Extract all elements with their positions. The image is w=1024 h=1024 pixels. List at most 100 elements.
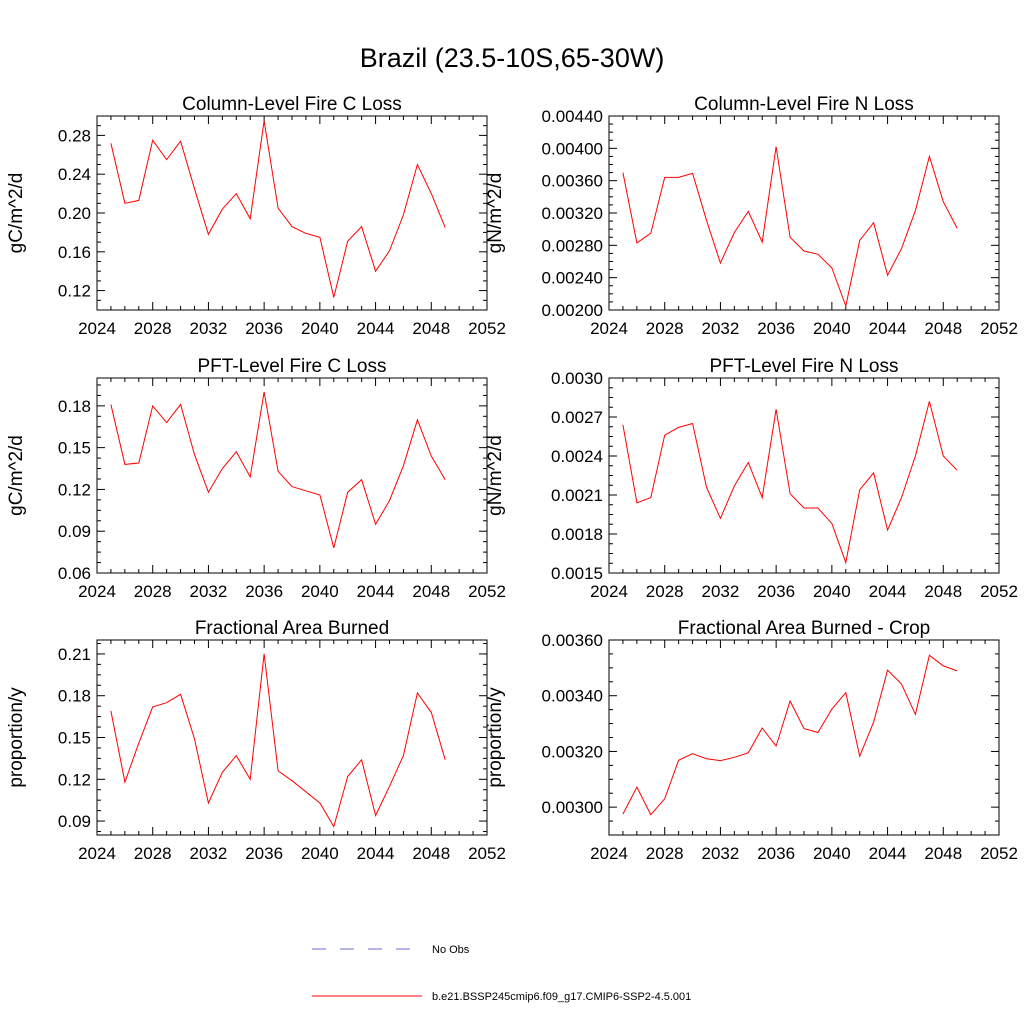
chart-panel-2: Column-Level Fire N Loss 2024 2028 2032 2036… [485, 94, 1018, 338]
legend-label-model-run: b.e21.BSSP245cmip6.f09_g17.CMIP6-SSP2-4.… [432, 991, 691, 1003]
chart-panel-4: PFT-Level Fire N Loss 2024 2028 2032 2036 204… [485, 356, 1018, 601]
x-tick-label: 2052 [468, 319, 506, 338]
y-tick-label: 0.28 [58, 126, 91, 145]
x-tick-label: 2036 [245, 582, 283, 601]
x-tick-label: 2028 [646, 319, 684, 338]
x-tick-label: 2028 [134, 844, 172, 863]
y-tick-label: 0.24 [58, 165, 91, 184]
plot-frame [96, 115, 488, 311]
y-tick-label: 0.0027 [551, 408, 603, 427]
x-tick-label: 2048 [412, 844, 450, 863]
y-tick-label: 0.12 [58, 770, 91, 789]
x-tick-label: 2036 [245, 844, 283, 863]
y-tick-label: 0.00400 [542, 139, 603, 158]
x-tick-label: 2032 [702, 319, 740, 338]
panel-title: PFT-Level Fire C Loss [198, 356, 387, 377]
plot-frame [96, 639, 488, 836]
y-tick-label: 0.20 [58, 204, 91, 223]
x-tick-label: 2032 [702, 582, 740, 601]
x-tick-label: 2048 [924, 319, 962, 338]
x-tick-label: 2036 [245, 319, 283, 338]
y-tick-label: 0.18 [58, 687, 91, 706]
x-tick-label: 2024 [590, 582, 628, 601]
y-tick-label: 0.00240 [542, 269, 603, 288]
x-tick-label: 2040 [813, 844, 851, 863]
x-tick-label: 2032 [190, 582, 228, 601]
plot-frame [608, 639, 1000, 836]
x-tick-label: 2052 [980, 582, 1018, 601]
x-tick-label: 2036 [757, 582, 795, 601]
x-tick-label: 2024 [78, 844, 116, 863]
series-line [110, 391, 446, 549]
x-tick-label: 2052 [980, 319, 1018, 338]
series-line [622, 654, 958, 816]
x-tick-label: 2024 [590, 844, 628, 863]
y-tick-label: 0.15 [58, 729, 91, 748]
y-tick-label: 0.12 [58, 282, 91, 301]
x-tick-label: 2048 [924, 582, 962, 601]
legend: No Obs b.e21.BSSP245cmip6.f09_g17.CMIP6-… [312, 944, 691, 1003]
x-tick-label: 2040 [301, 582, 339, 601]
x-tick-label: 2036 [757, 844, 795, 863]
figure-title: Brazil (23.5-10S,65-30W) [360, 43, 665, 73]
chart-panel-1: Column-Level Fire C Loss 2024 2028 2032 2036… [6, 94, 506, 338]
chart-panel-3: PFT-Level Fire C Loss 2024 2028 2032 2036 204… [6, 356, 506, 601]
y-tick-label: 0.12 [58, 480, 91, 499]
panel-title: Fractional Area Burned [195, 618, 389, 639]
x-tick-label: 2044 [869, 319, 907, 338]
y-axis-label: gC/m^2/d [6, 435, 27, 516]
y-tick-label: 0.0015 [551, 564, 603, 583]
x-tick-label: 2040 [301, 319, 339, 338]
y-tick-label: 0.00360 [542, 172, 603, 191]
y-tick-label: 0.00440 [542, 107, 603, 126]
y-tick-label: 0.00320 [542, 204, 603, 223]
y-tick-label: 0.00320 [542, 742, 603, 761]
y-tick-label: 0.15 [58, 439, 91, 458]
plot-frame [608, 377, 1000, 574]
x-tick-label: 2028 [646, 582, 684, 601]
y-tick-label: 0.06 [58, 564, 91, 583]
y-tick-label: 0.0030 [551, 369, 603, 388]
chart-panel-6: Fractional Area Burned - Crop 2024 2028 203… [485, 618, 1018, 863]
y-axis-label: gC/m^2/d [6, 173, 27, 254]
x-tick-label: 2052 [468, 582, 506, 601]
x-tick-label: 2024 [78, 319, 116, 338]
y-tick-label: 0.00280 [542, 236, 603, 255]
y-tick-label: 0.0018 [551, 525, 603, 544]
x-tick-label: 2044 [357, 844, 395, 863]
x-tick-label: 2044 [869, 582, 907, 601]
y-tick-label: 0.0021 [551, 486, 603, 505]
y-tick-label: 0.16 [58, 243, 91, 262]
plot-frame [96, 377, 488, 574]
x-tick-label: 2044 [357, 319, 395, 338]
panel-title: PFT-Level Fire N Loss [710, 356, 899, 377]
x-tick-label: 2048 [412, 319, 450, 338]
x-tick-label: 2036 [757, 319, 795, 338]
x-tick-label: 2040 [301, 844, 339, 863]
x-tick-label: 2024 [78, 582, 116, 601]
x-tick-label: 2052 [468, 844, 506, 863]
y-tick-label: 0.00360 [542, 631, 603, 650]
series-line [110, 653, 446, 828]
chart-panel-5: Fractional Area Burned 2024 2028 2032 2036 20… [6, 618, 506, 863]
series-line [110, 120, 446, 298]
y-tick-label: 0.00200 [542, 301, 603, 320]
series-line [622, 401, 958, 565]
x-tick-label: 2024 [590, 319, 628, 338]
y-tick-label: 0.00340 [542, 687, 603, 706]
y-axis-label: gN/m^2/d [485, 173, 506, 254]
y-axis-label: gN/m^2/d [485, 435, 506, 516]
x-tick-label: 2044 [869, 844, 907, 863]
panel-title: Column-Level Fire N Loss [694, 94, 914, 115]
x-tick-label: 2032 [190, 319, 228, 338]
y-tick-label: 0.09 [58, 522, 91, 541]
x-tick-label: 2052 [980, 844, 1018, 863]
x-tick-label: 2028 [134, 319, 172, 338]
x-tick-label: 2040 [813, 582, 851, 601]
y-axis-label: proportion/y [6, 687, 27, 788]
plot-frame [608, 115, 1000, 311]
x-tick-label: 2048 [924, 844, 962, 863]
panel-title: Fractional Area Burned - Crop [678, 618, 930, 639]
y-tick-label: 0.0024 [551, 447, 603, 466]
